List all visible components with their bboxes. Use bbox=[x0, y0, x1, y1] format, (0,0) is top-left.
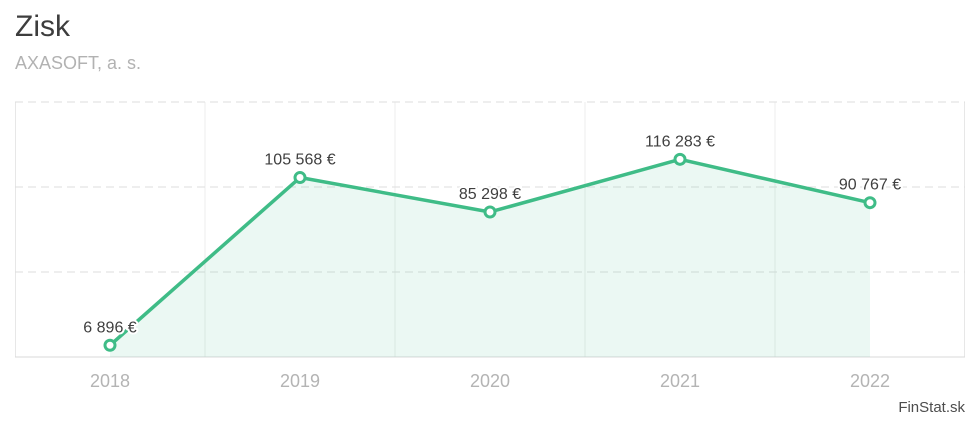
x-axis-label: 2021 bbox=[660, 371, 700, 391]
company-subtitle: AXASOFT, a. s. bbox=[15, 53, 142, 73]
data-point-marker[interactable] bbox=[863, 196, 877, 210]
chart-title: Zisk bbox=[15, 10, 70, 43]
data-point-label: 85 298 € bbox=[459, 186, 521, 203]
x-axis-label: 2022 bbox=[850, 371, 890, 391]
profit-line-chart: 6 896 € 2018 105 568 € 2019 85 298 € 2020 116 … bbox=[15, 101, 965, 391]
data-point-label: 90 767 € bbox=[839, 177, 901, 194]
data-point-label: 116 283 € bbox=[645, 133, 715, 150]
data-point-marker[interactable] bbox=[103, 338, 117, 352]
data-point-label: 105 568 € bbox=[264, 152, 335, 169]
series-area-fill bbox=[110, 159, 870, 357]
finstat-brand-label: FinStat.sk bbox=[898, 399, 965, 416]
x-axis-label: 2020 bbox=[470, 371, 510, 391]
data-point-marker[interactable] bbox=[673, 152, 687, 166]
x-axis-label: 2019 bbox=[280, 371, 320, 391]
data-point-label: 6 896 € bbox=[83, 319, 136, 336]
x-axis-label: 2018 bbox=[90, 371, 130, 391]
data-point-marker[interactable] bbox=[293, 171, 307, 185]
data-point-marker[interactable] bbox=[483, 205, 497, 219]
